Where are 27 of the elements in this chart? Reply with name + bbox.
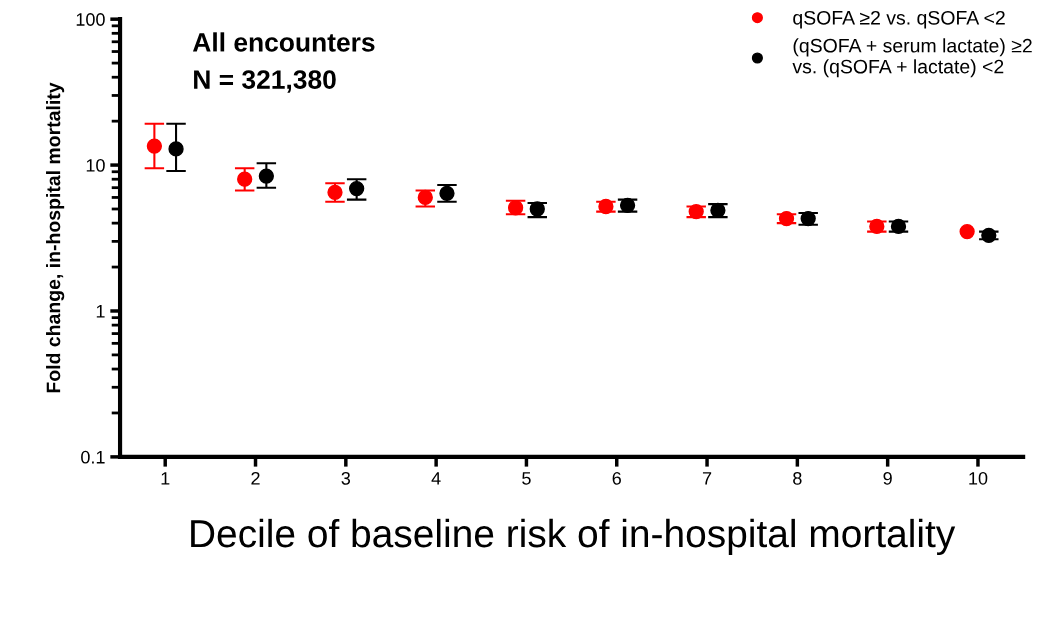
y-tick-label: 0.1 xyxy=(81,450,105,464)
x-tick-label: 6 xyxy=(612,471,621,485)
y-axis-title: Fold change, in-hospital mortality xyxy=(46,82,65,393)
point xyxy=(168,141,184,157)
x-axis-title: Decile of baseline risk of in-hospital mortality xyxy=(191,518,956,556)
y-tick-label: 100 xyxy=(76,13,105,26)
x-tick-label: 4 xyxy=(431,472,441,485)
x-tick-label: 8 xyxy=(793,471,802,485)
point xyxy=(417,189,433,206)
annotation: All encounters xyxy=(192,32,375,52)
legend-label: qSOFA ≥2 vs. qSOFA <2 xyxy=(793,10,1005,29)
point xyxy=(146,138,163,154)
legend-label: (qSOFA + serum lactate) ≥2 vs. (qSOFA + lactate) <2 xyxy=(792,38,1032,78)
x-tick-label: 9 xyxy=(883,471,892,485)
point xyxy=(237,171,253,187)
x-tick-label: 10 xyxy=(969,471,988,485)
x-tick-label: 1 xyxy=(161,472,170,485)
point xyxy=(959,223,975,240)
x-tick-label: 7 xyxy=(702,472,712,485)
x-tick-label: 2 xyxy=(251,471,260,485)
y-tick-label: 10 xyxy=(86,159,105,172)
point xyxy=(258,168,274,184)
x-tick-label: 5 xyxy=(522,472,531,485)
point xyxy=(529,201,545,217)
x-tick-label: 3 xyxy=(341,471,351,485)
annotation: N = 321,380 xyxy=(194,70,336,93)
y-tick-label: 1 xyxy=(96,305,105,318)
